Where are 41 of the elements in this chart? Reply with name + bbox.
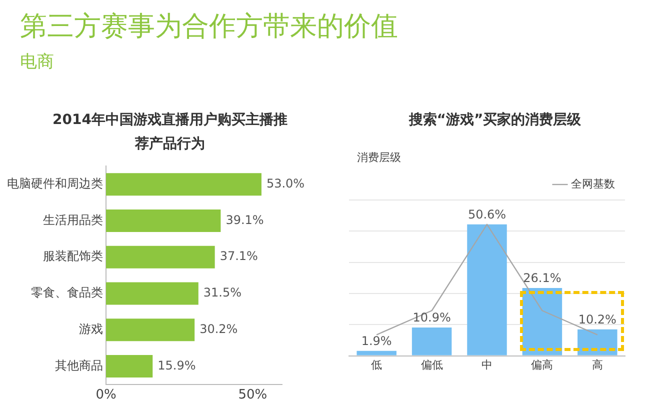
y-tick-label: 服装配饰类 [43,249,103,264]
data-label: 53.0% [266,176,305,191]
x-tick-label: 偏低 [420,358,443,372]
bar [106,246,215,268]
bar [106,173,262,196]
text: 第三方赛事为合作方带来的价值 [20,10,398,44]
y-tick-label: 游戏 [79,322,103,336]
bar [106,318,195,342]
data-label: 15.9% [158,358,196,372]
data-label: 50.6% [468,208,506,222]
y-tick-label: 其他商品 [55,358,103,372]
data-label: 1.9% [361,334,392,348]
chart-title: 搜索“游戏”买家的消费层级 [408,110,582,130]
bar [522,288,562,356]
bar [106,209,221,232]
y-tick-label: 生活用品类 [43,212,103,227]
x-tick-label: 低 [371,358,382,372]
data-label: 26.1% [523,271,562,286]
bar [467,224,507,356]
x-tick-label: 0% [96,388,116,403]
data-label: 10.9% [412,310,451,325]
data-label: 10.2% [578,312,616,326]
x-tick-label: 50% [238,388,268,403]
bar [106,354,153,378]
x-tick-label: 中 [482,358,492,372]
y-tick-label: 零食、食品类 [31,286,103,300]
bar [412,327,452,356]
chart-title: 2014年中国游戏直播用户购买主播推荐产品行为 [52,110,288,154]
x-tick-label: 偏高 [531,358,554,372]
legend-label: 全网基数 [571,177,615,190]
bar [106,282,198,305]
y-axis-title: 消费层级 [357,150,402,165]
x-tick-label: 高 [592,358,603,372]
data-label: 39.1% [226,212,264,227]
data-label: 31.5% [203,286,242,300]
y-tick-label: 电脑硬件和周边类 [7,176,103,191]
text: 电商 [20,51,54,73]
bar [578,329,618,356]
data-label: 30.2% [200,322,238,336]
bar [356,350,396,356]
data-label: 37.1% [220,249,258,264]
